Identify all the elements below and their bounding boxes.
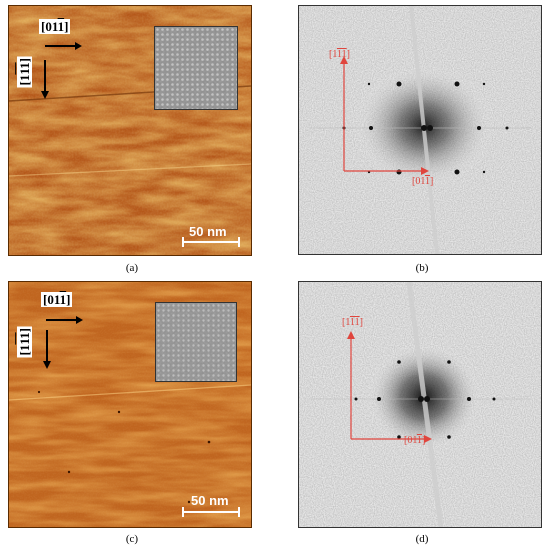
fft-image-b: [111] [011] xyxy=(298,5,542,255)
atomic-inset-c xyxy=(155,302,237,382)
scalebar-label-a: 50 nm xyxy=(189,224,227,239)
scalebar-label-c: 50 nm xyxy=(191,493,229,508)
fft-image-d: [111] [011] xyxy=(298,281,542,528)
caption-c: (c) xyxy=(125,533,139,545)
arrow-right-c xyxy=(46,316,83,324)
fft-direction-label-vertical-b: [111] xyxy=(329,49,350,60)
fft-pattern-d xyxy=(299,282,541,527)
caption-d: (d) xyxy=(415,533,429,545)
arrow-right-a xyxy=(45,42,82,50)
caption-b: (b) xyxy=(415,262,429,274)
fft-direction-label-vertical-d: [111] xyxy=(342,317,363,328)
direction-label-horizontal-a: [011] xyxy=(39,19,71,34)
caption-a: (a) xyxy=(125,262,139,274)
arrow-down-c xyxy=(43,330,51,369)
stm-image-a: [011] [111] 50 nm xyxy=(8,5,252,256)
scalebar-a xyxy=(182,237,240,247)
direction-label-horizontal-c: [011] xyxy=(41,292,73,307)
fft-direction-label-horizontal-b: [011] xyxy=(412,176,434,187)
fft-direction-label-horizontal-d: [011] xyxy=(404,435,426,446)
fft-pattern-b xyxy=(299,6,541,254)
arrow-down-a xyxy=(41,60,49,99)
direction-label-vertical-c: [111] xyxy=(17,326,32,358)
stm-image-c: [011] [111] 50 nm xyxy=(8,281,252,528)
scalebar-c xyxy=(182,507,240,517)
atomic-inset-a xyxy=(154,26,238,110)
direction-label-vertical-a: [111] xyxy=(17,56,32,88)
